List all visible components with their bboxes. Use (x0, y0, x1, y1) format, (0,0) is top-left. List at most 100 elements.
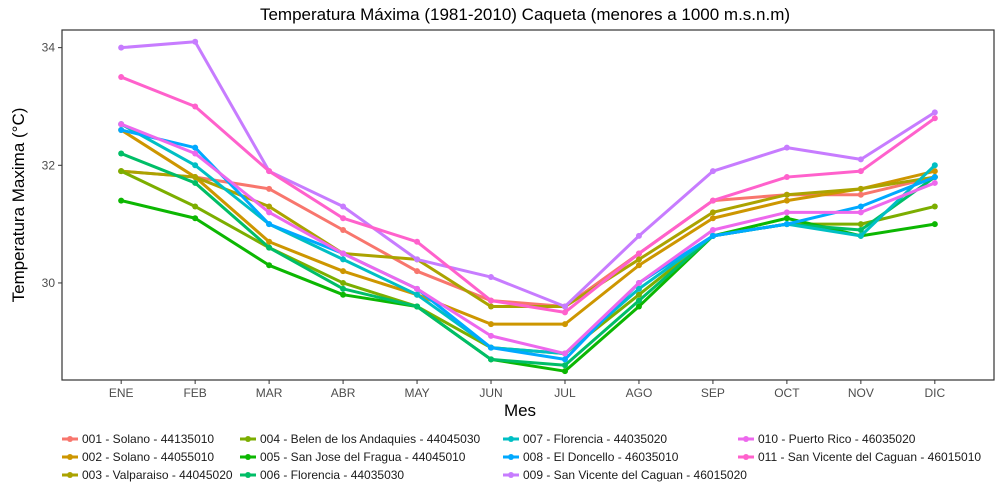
data-point (192, 215, 199, 222)
x-tick-label: ABR (331, 386, 356, 400)
data-point (857, 232, 864, 239)
x-tick-label: DIC (924, 386, 945, 400)
data-point (931, 179, 938, 186)
data-point (192, 38, 199, 45)
legend-item: 008 - El Doncello - 46035010 (503, 450, 679, 464)
data-point (783, 197, 790, 204)
legend-label: 007 - Florencia - 44035020 (523, 432, 667, 446)
data-point (488, 321, 495, 328)
data-point (118, 197, 125, 204)
data-point (561, 321, 568, 328)
data-point (561, 350, 568, 357)
legend-label: 011 - San Vicente del Caguan - 46015010 (758, 450, 981, 464)
data-point (414, 268, 421, 275)
y-tick-label: 34 (42, 41, 56, 55)
data-point (783, 174, 790, 181)
data-point (709, 227, 716, 233)
x-tick-label: MAR (256, 386, 283, 400)
legend-key-point (743, 454, 749, 460)
legend-key-point (743, 436, 749, 442)
data-point (931, 174, 938, 181)
data-point (857, 168, 864, 175)
x-tick-label: AGO (626, 386, 653, 400)
data-point (635, 285, 642, 292)
data-point (192, 103, 199, 110)
data-point (783, 191, 790, 198)
data-point (857, 156, 864, 163)
data-point (414, 285, 421, 292)
data-point (635, 232, 642, 239)
series-line (119, 40, 937, 308)
legend-item: 009 - San Vicente del Caguan - 46015020 (503, 468, 747, 482)
legend-key-point (245, 454, 251, 460)
data-point (340, 256, 347, 263)
legend-key-point (508, 472, 514, 478)
data-point (192, 162, 199, 169)
legend-item: 001 - Solano - 44135010 (62, 432, 214, 446)
legend-key-point (245, 436, 251, 442)
legend-item: 002 - Solano - 44055010 (62, 450, 214, 464)
data-point (340, 291, 347, 298)
legend: 001 - Solano - 44135010 002 - Solano - 44… (62, 432, 981, 482)
data-point (266, 203, 273, 210)
data-point (561, 309, 568, 316)
series-10 (118, 121, 938, 357)
data-point (635, 256, 642, 263)
y-axis-title: Temperatura Maxima (°C) (9, 108, 28, 303)
data-point (709, 168, 716, 175)
data-point (488, 297, 495, 304)
data-point (340, 250, 347, 257)
data-point (931, 203, 938, 210)
x-tick-label: JUL (554, 386, 576, 400)
data-point (340, 227, 347, 233)
data-point (340, 268, 347, 275)
data-point (266, 238, 273, 245)
data-point (414, 291, 421, 298)
series-line (119, 128, 937, 361)
data-point (857, 203, 864, 210)
data-point (857, 221, 864, 228)
data-point (635, 262, 642, 269)
x-axis: ENE FEB MAR ABR MAY JUN JUL AGO SEP OCT NOV DIC (109, 380, 945, 400)
series-line (119, 122, 937, 356)
data-point (340, 285, 347, 292)
series-line (119, 75, 937, 314)
legend-item: 004 - Belen de los Andaquies - 44045030 (240, 432, 480, 446)
data-point (192, 179, 199, 186)
data-point (192, 144, 199, 151)
legend-key-point (245, 472, 251, 478)
data-point (783, 144, 790, 151)
series-layer (118, 38, 938, 375)
series-line (119, 122, 937, 356)
legend-item: 005 - San Jose del Fragua - 44045010 (240, 450, 466, 464)
legend-label: 002 - Solano - 44055010 (82, 450, 214, 464)
data-point (857, 191, 864, 198)
data-point (709, 209, 716, 216)
data-point (118, 74, 125, 81)
legend-label: 006 - Florencia - 44035030 (260, 468, 404, 482)
data-point (118, 150, 125, 157)
data-point (561, 303, 568, 310)
data-point (635, 297, 642, 304)
legend-item: 010 - Puerto Rico - 46035020 (738, 432, 916, 446)
legend-item: 006 - Florencia - 44035030 (240, 468, 404, 482)
data-point (857, 227, 864, 233)
data-point (488, 332, 495, 339)
data-point (635, 250, 642, 257)
data-point (783, 215, 790, 222)
y-tick-label: 30 (42, 276, 56, 290)
data-point (857, 185, 864, 192)
data-point (931, 168, 938, 175)
x-axis-title: Mes (504, 401, 536, 420)
y-tick-label: 32 (42, 158, 56, 172)
x-tick-label: JUN (479, 386, 502, 400)
data-point (266, 209, 273, 216)
y-axis: 30 32 34 (42, 41, 62, 290)
data-point (783, 209, 790, 216)
data-point (266, 262, 273, 269)
data-point (118, 121, 125, 128)
data-point (414, 238, 421, 245)
data-point (931, 115, 938, 122)
data-point (192, 174, 199, 181)
data-point (118, 127, 125, 133)
